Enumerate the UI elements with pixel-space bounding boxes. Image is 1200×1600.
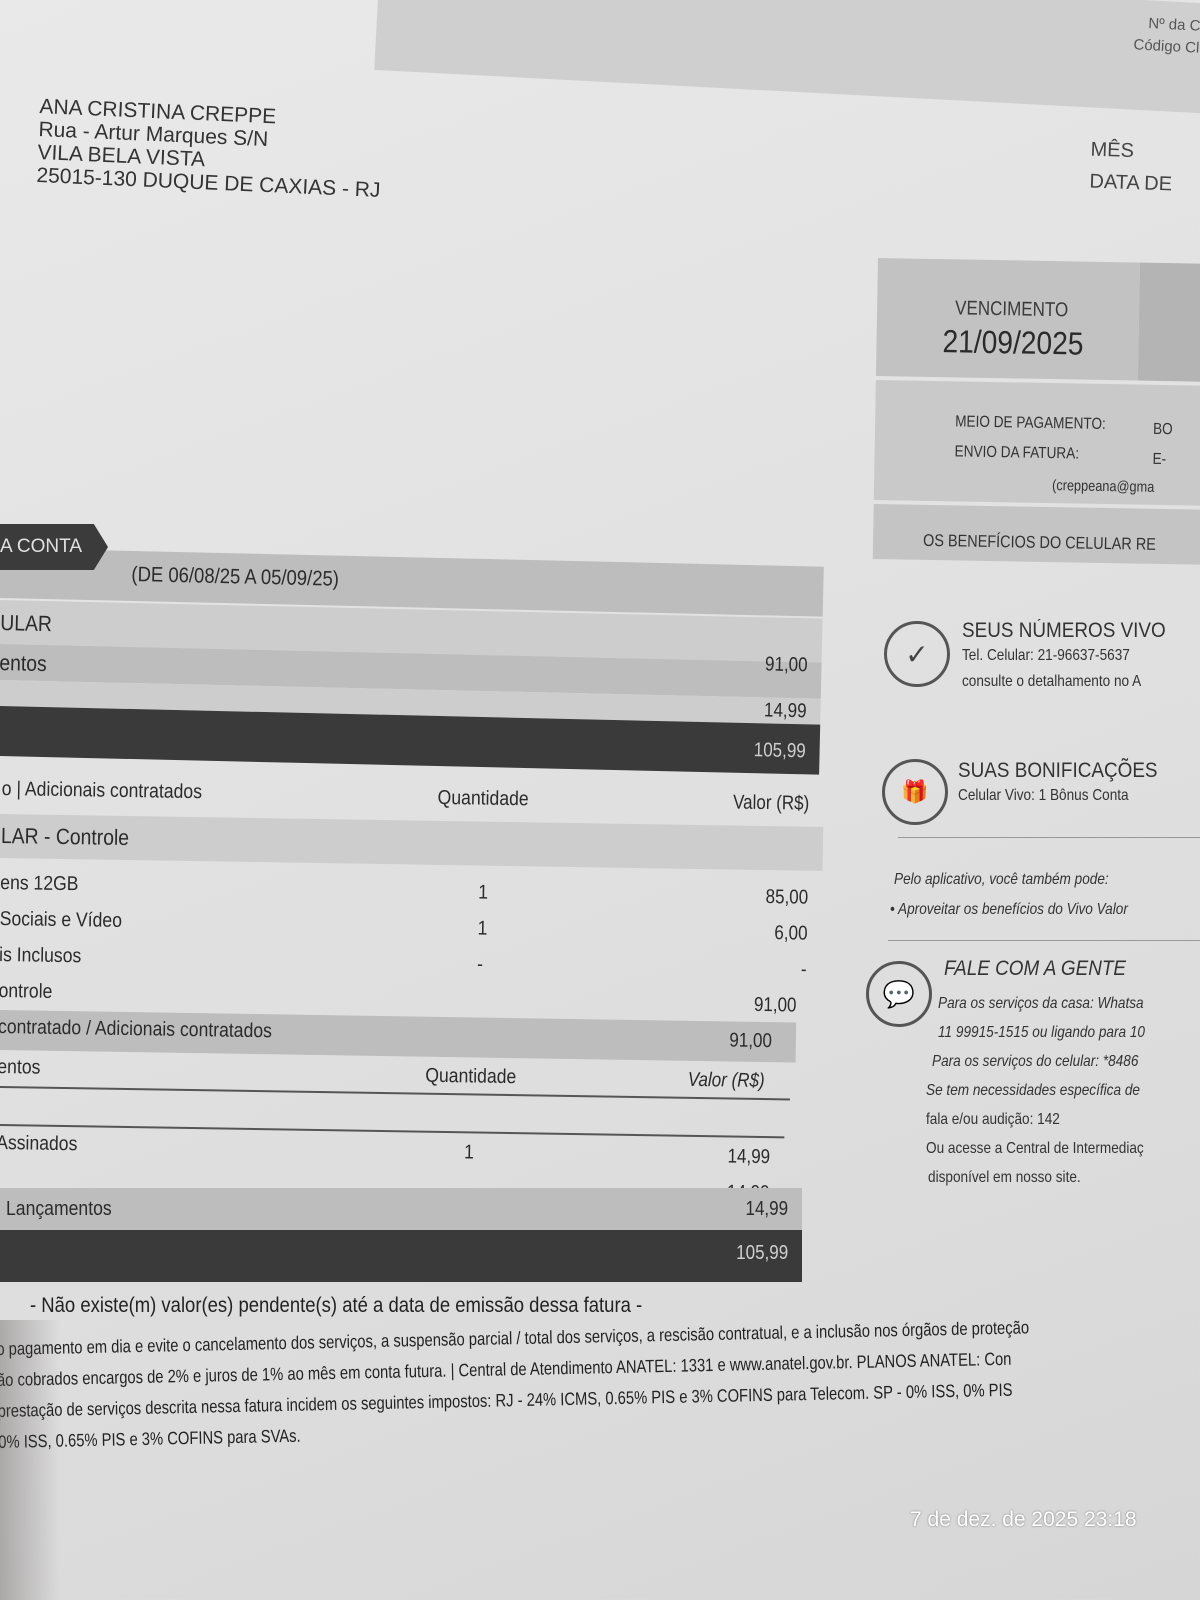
item-label: Sociais e Vídeo (0, 908, 123, 932)
group-title: LAR - Controle (0, 823, 130, 851)
delivery-email: (creppeana@gma (1051, 477, 1155, 496)
item-value: - (801, 958, 808, 981)
launch-header-label: entos (0, 1055, 41, 1079)
contact-line: Ou acesse a Central de Intermediaç (926, 1140, 1144, 1157)
item-qty: 1 (477, 881, 489, 904)
launch-totals: Lançamentos 14,99 105,99 (0, 1188, 802, 1282)
item-label: ens 12GB (0, 872, 79, 896)
legal-text: o pagamento em dia e evite o cancelament… (0, 1312, 1031, 1458)
photo-timestamp: 7 de dez. de 2025 23:18 (910, 1508, 1137, 1531)
launch-value: 14,99 (727, 1145, 771, 1169)
month-label: MÊS (1090, 138, 1135, 163)
contact-line: Se tem necessidades específica de (926, 1082, 1140, 1099)
app-line1: Pelo aplicativo, você também pode: (894, 871, 1109, 888)
app-line2: • Aproveitar os benefícios do Vivo Valor (890, 901, 1128, 918)
header-band (374, 0, 1200, 117)
launch-total-value: 14,99 (745, 1198, 788, 1220)
subtotal-label: contratado / Adicionais contratados (0, 1016, 273, 1043)
bonus-line1: Celular Vivo: 1 Bônus Conta (958, 787, 1129, 804)
section-title: ULAR (0, 610, 53, 637)
payment-method-cell: MEIO DE PAGAMENTO: BO ENVIO DA FATURA: E… (873, 379, 1200, 506)
method-label: MEIO DE PAGAMENTO: (955, 413, 1106, 433)
numbers-line1: Tel. Celular: 21-96637-5637 (962, 647, 1130, 664)
summary-table: (DE 06/08/25 A 05/09/25) ULAR entos 91,0… (0, 548, 824, 775)
numbers-title: SEUS NÚMEROS VIVO (962, 619, 1166, 642)
summary-label: entos (0, 650, 48, 677)
contact-line: fala e/ou audição: 142 (926, 1111, 1060, 1128)
item-value: 6,00 (774, 922, 808, 945)
due-date: 21/09/2025 (942, 323, 1084, 362)
recipient-address: ANA CRISTINA CREPPE Rua - Artur Marques … (36, 95, 384, 202)
contact-line: Para os serviços do celular: *8486 (932, 1053, 1139, 1070)
contact-line: 11 99915-1515 ou ligando para 10 (938, 1024, 1145, 1041)
checkmark-icon: ✓ (884, 621, 950, 687)
grand-total: 105,99 (736, 1242, 788, 1264)
launch-header-qty: Quantidade (425, 1064, 517, 1089)
summary-value: 91,00 (764, 653, 808, 677)
contact-lines: Para os serviços da casa: Whatsa 11 9991… (926, 989, 1182, 1192)
due-label: VENCIMENTO (954, 297, 1069, 322)
detail-table: o | Adicionais contratados Quantidade Va… (0, 772, 824, 1211)
period: (DE 06/08/25 A 05/09/25) (131, 562, 340, 591)
benefits-banner: OS BENEFÍCIOS DO CELULAR RE (872, 503, 1200, 565)
numbers-line2: consulte o detalhamento no A (962, 673, 1142, 690)
delivery-label: ENVIO DA FATURA: (954, 443, 1080, 463)
amount-cell (1137, 262, 1200, 382)
finger-shadow (0, 1320, 60, 1600)
launch-total-row: Lançamentos 14,99 (0, 1188, 802, 1230)
gift-icon: 🎁 (882, 759, 948, 825)
contact-title: FALE COM A GENTE (944, 957, 1127, 980)
group-row: LAR - Controle (0, 813, 824, 871)
summary-total: 105,99 (753, 739, 806, 763)
contact-line: Para os serviços da casa: Whatsa (938, 995, 1144, 1012)
item-qty: 1 (477, 917, 488, 940)
benefits-text: OS BENEFÍCIOS DO CELULAR RE (922, 530, 1157, 554)
divider (898, 837, 1200, 838)
subtotal-value: 91,00 (729, 1029, 773, 1053)
launch-total-label: Lançamentos (6, 1198, 112, 1220)
divider (888, 940, 1200, 941)
bonus-title: SUAS BONIFICAÇÕES (958, 759, 1158, 782)
launch-qty: 1 (463, 1141, 475, 1164)
client-code-label: Código Cl (1133, 36, 1200, 57)
payment-box: VENCIMENTO 21/09/2025 MEIO DE PAGAMENTO:… (872, 258, 1200, 569)
item-label: ontrole (0, 980, 53, 1003)
chat-bubble-icon: 💬 (866, 961, 932, 1027)
item-qty: - (476, 953, 484, 976)
header-value: Valor (R$) (733, 791, 810, 815)
header-qty: Quantidade (437, 786, 529, 811)
method-value: BO (1152, 420, 1173, 439)
pending-note: - Não existe(m) valor(es) pendente(s) at… (30, 1294, 643, 1317)
summary-value: 14,99 (763, 699, 807, 723)
item-value: 91,00 (753, 993, 797, 1017)
due-date-cell: VENCIMENTO 21/09/2025 (875, 258, 1140, 381)
section-tag: A CONTA (0, 524, 108, 570)
grand-total-row: 105,99 (0, 1230, 802, 1282)
detail-header: o | Adicionais contratados Quantidade Va… (0, 772, 824, 821)
item-value: 85,00 (765, 886, 809, 909)
item-label: is Inclusos (0, 944, 82, 968)
delivery-value: E- (1152, 450, 1167, 469)
contact-line: disponível em nosso site. (928, 1169, 1081, 1186)
header-label: o | Adicionais contratados (1, 778, 203, 804)
launch-header-value: Valor (R$) (687, 1068, 765, 1093)
issue-date-label: DATA DE (1089, 170, 1173, 196)
month-info: MÊS DATA DE (1089, 134, 1174, 201)
launch-label: Assinados (0, 1131, 78, 1156)
account-info: Nº da C Código Cl (1133, 12, 1200, 59)
